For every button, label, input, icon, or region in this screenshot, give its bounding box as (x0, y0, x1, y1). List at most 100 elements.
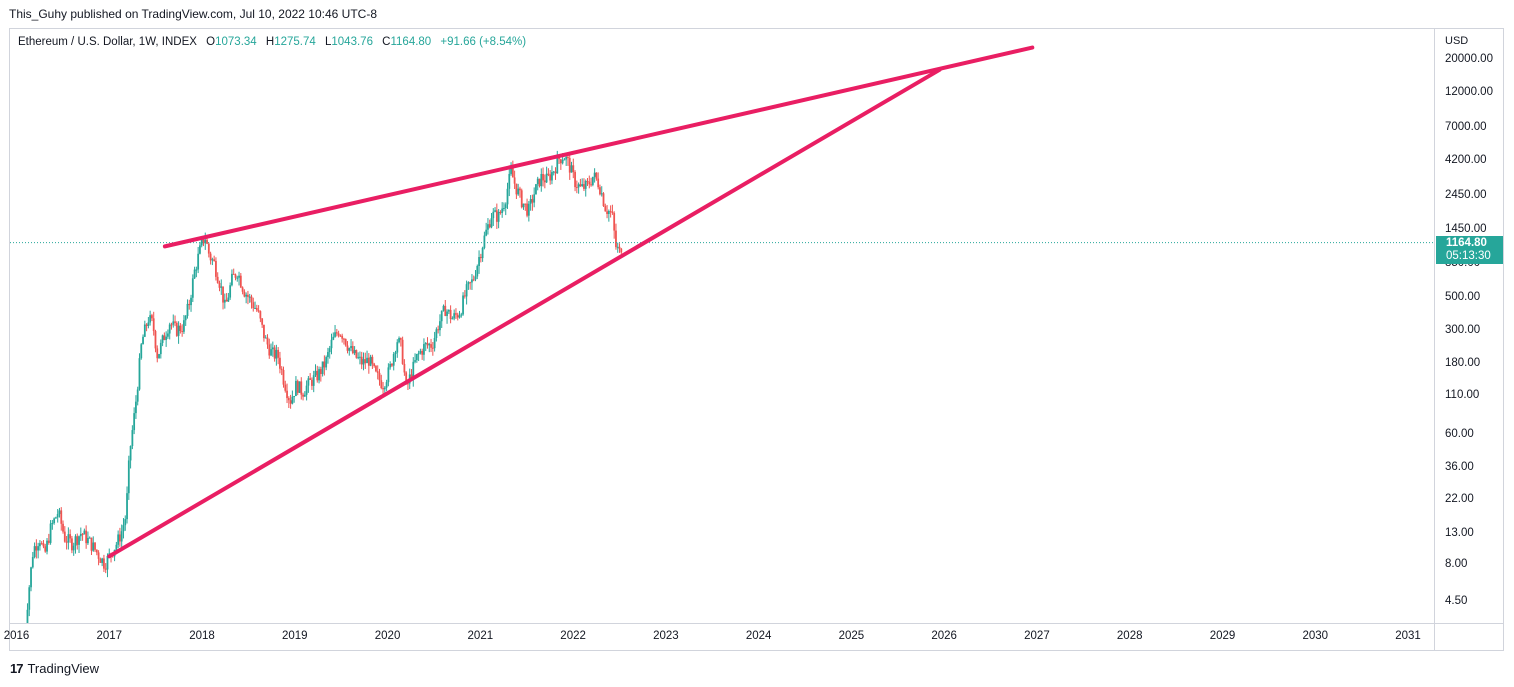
legend-open-label: O (206, 36, 216, 48)
candle-body (527, 203, 530, 216)
candle-body (103, 558, 105, 569)
candle-body (225, 299, 228, 302)
candle-body (424, 343, 427, 345)
candle-body (127, 460, 130, 494)
candle-body (40, 543, 43, 545)
candle-body (46, 540, 48, 552)
candle-body (257, 310, 260, 312)
price-chart (10, 45, 1434, 623)
scale-corner (1434, 623, 1503, 650)
y-tick-label: 12000.00 (1445, 86, 1493, 99)
candle-body (264, 337, 267, 339)
candle-body (142, 336, 144, 345)
candle-body (101, 558, 104, 563)
y-tick-label: 36.00 (1445, 460, 1474, 473)
tradingview-brand: TradingView (27, 661, 100, 676)
candle-body (184, 316, 187, 321)
candle-body (327, 352, 329, 358)
candle-body (323, 361, 326, 368)
candle-body (172, 321, 175, 325)
plot-area[interactable]: Ethereum / U.S. Dollar, 1W, INDEX O1073.… (10, 29, 1434, 623)
candle-body (72, 545, 75, 551)
candle-body (319, 369, 322, 375)
candle-body (254, 307, 256, 309)
candle-body (476, 265, 479, 277)
candle-body (430, 344, 432, 348)
candle-body (277, 349, 280, 358)
candle-body (170, 324, 173, 326)
candle-body (181, 330, 184, 332)
candle-body (26, 609, 29, 623)
candle-body (609, 211, 612, 213)
candle-body (279, 357, 281, 369)
candle-body (335, 332, 338, 334)
y-tick-label: 8.00 (1445, 557, 1468, 570)
candle-body (545, 173, 548, 183)
bar-countdown: 05:13:30 (1446, 249, 1491, 262)
candle-body (199, 245, 201, 254)
candle-body (314, 370, 317, 376)
candle-body (215, 260, 217, 277)
x-tick-label: 2017 (96, 630, 123, 642)
price-scale[interactable]: USD 20000.00 12000.00 7000.00 4200.00 2450.0… (1434, 29, 1503, 623)
y-tick-label: 2450.00 (1445, 188, 1487, 201)
candle-body (106, 555, 109, 570)
candle-body (584, 181, 587, 189)
candle-body (147, 322, 150, 326)
candle-body (28, 587, 31, 610)
candle-body (513, 177, 516, 184)
candle-body (238, 275, 240, 278)
candle-body (407, 383, 409, 385)
candle-body (453, 313, 456, 319)
candle-body (309, 378, 312, 380)
candle-body (396, 342, 399, 353)
y-tick-label: 13.00 (1445, 526, 1474, 539)
candle-body (95, 549, 98, 553)
candle-body (471, 279, 473, 283)
candle-body (479, 257, 482, 259)
candle-body (599, 187, 601, 195)
candle-body (33, 546, 36, 557)
candle-body (451, 318, 454, 320)
candle-body (266, 337, 269, 345)
y-tick-label: 180.00 (1445, 357, 1481, 370)
y-tick-label: 7000.00 (1445, 121, 1487, 134)
candle-body (467, 282, 470, 285)
candle-body (218, 282, 221, 288)
x-tick-label: 2016 (3, 630, 30, 642)
candle-body (186, 303, 189, 317)
candle-body (136, 389, 139, 402)
candle-body (348, 348, 351, 351)
candle-body (302, 394, 304, 397)
candle-body (263, 324, 265, 339)
candle-body (428, 344, 431, 346)
candle-body (378, 372, 381, 381)
candle-body (351, 346, 354, 354)
candle-body (344, 338, 347, 346)
candle-body (143, 324, 146, 337)
candle-body (78, 536, 80, 545)
candle-body (85, 530, 88, 544)
candle-body (572, 165, 575, 173)
candle-body (183, 320, 185, 332)
candle-body (270, 349, 272, 356)
candle-body (551, 172, 553, 181)
candle-body (549, 174, 552, 181)
candle-body (56, 514, 59, 518)
candle-body (213, 259, 216, 261)
y-tick-label: 22.00 (1445, 492, 1474, 505)
candle-body (120, 531, 123, 542)
candle-body (149, 315, 152, 323)
candle-body (261, 318, 264, 325)
candle-body (353, 350, 356, 354)
candle-body (241, 287, 244, 292)
candle-body (330, 339, 333, 349)
candle-body (334, 332, 336, 337)
candle-body (200, 239, 203, 246)
candle-body (359, 356, 361, 358)
x-tick-label: 2026 (931, 630, 957, 642)
x-tick-label: 2024 (745, 630, 772, 642)
legend-symbol-title[interactable]: Ethereum / U.S. Dollar, 1W, INDEX (18, 36, 197, 48)
candle-body (273, 347, 276, 359)
time-scale[interactable]: 2016 2017 2018 2019 2020 2021 2022 2023 2024 2025… (4, 623, 1434, 650)
